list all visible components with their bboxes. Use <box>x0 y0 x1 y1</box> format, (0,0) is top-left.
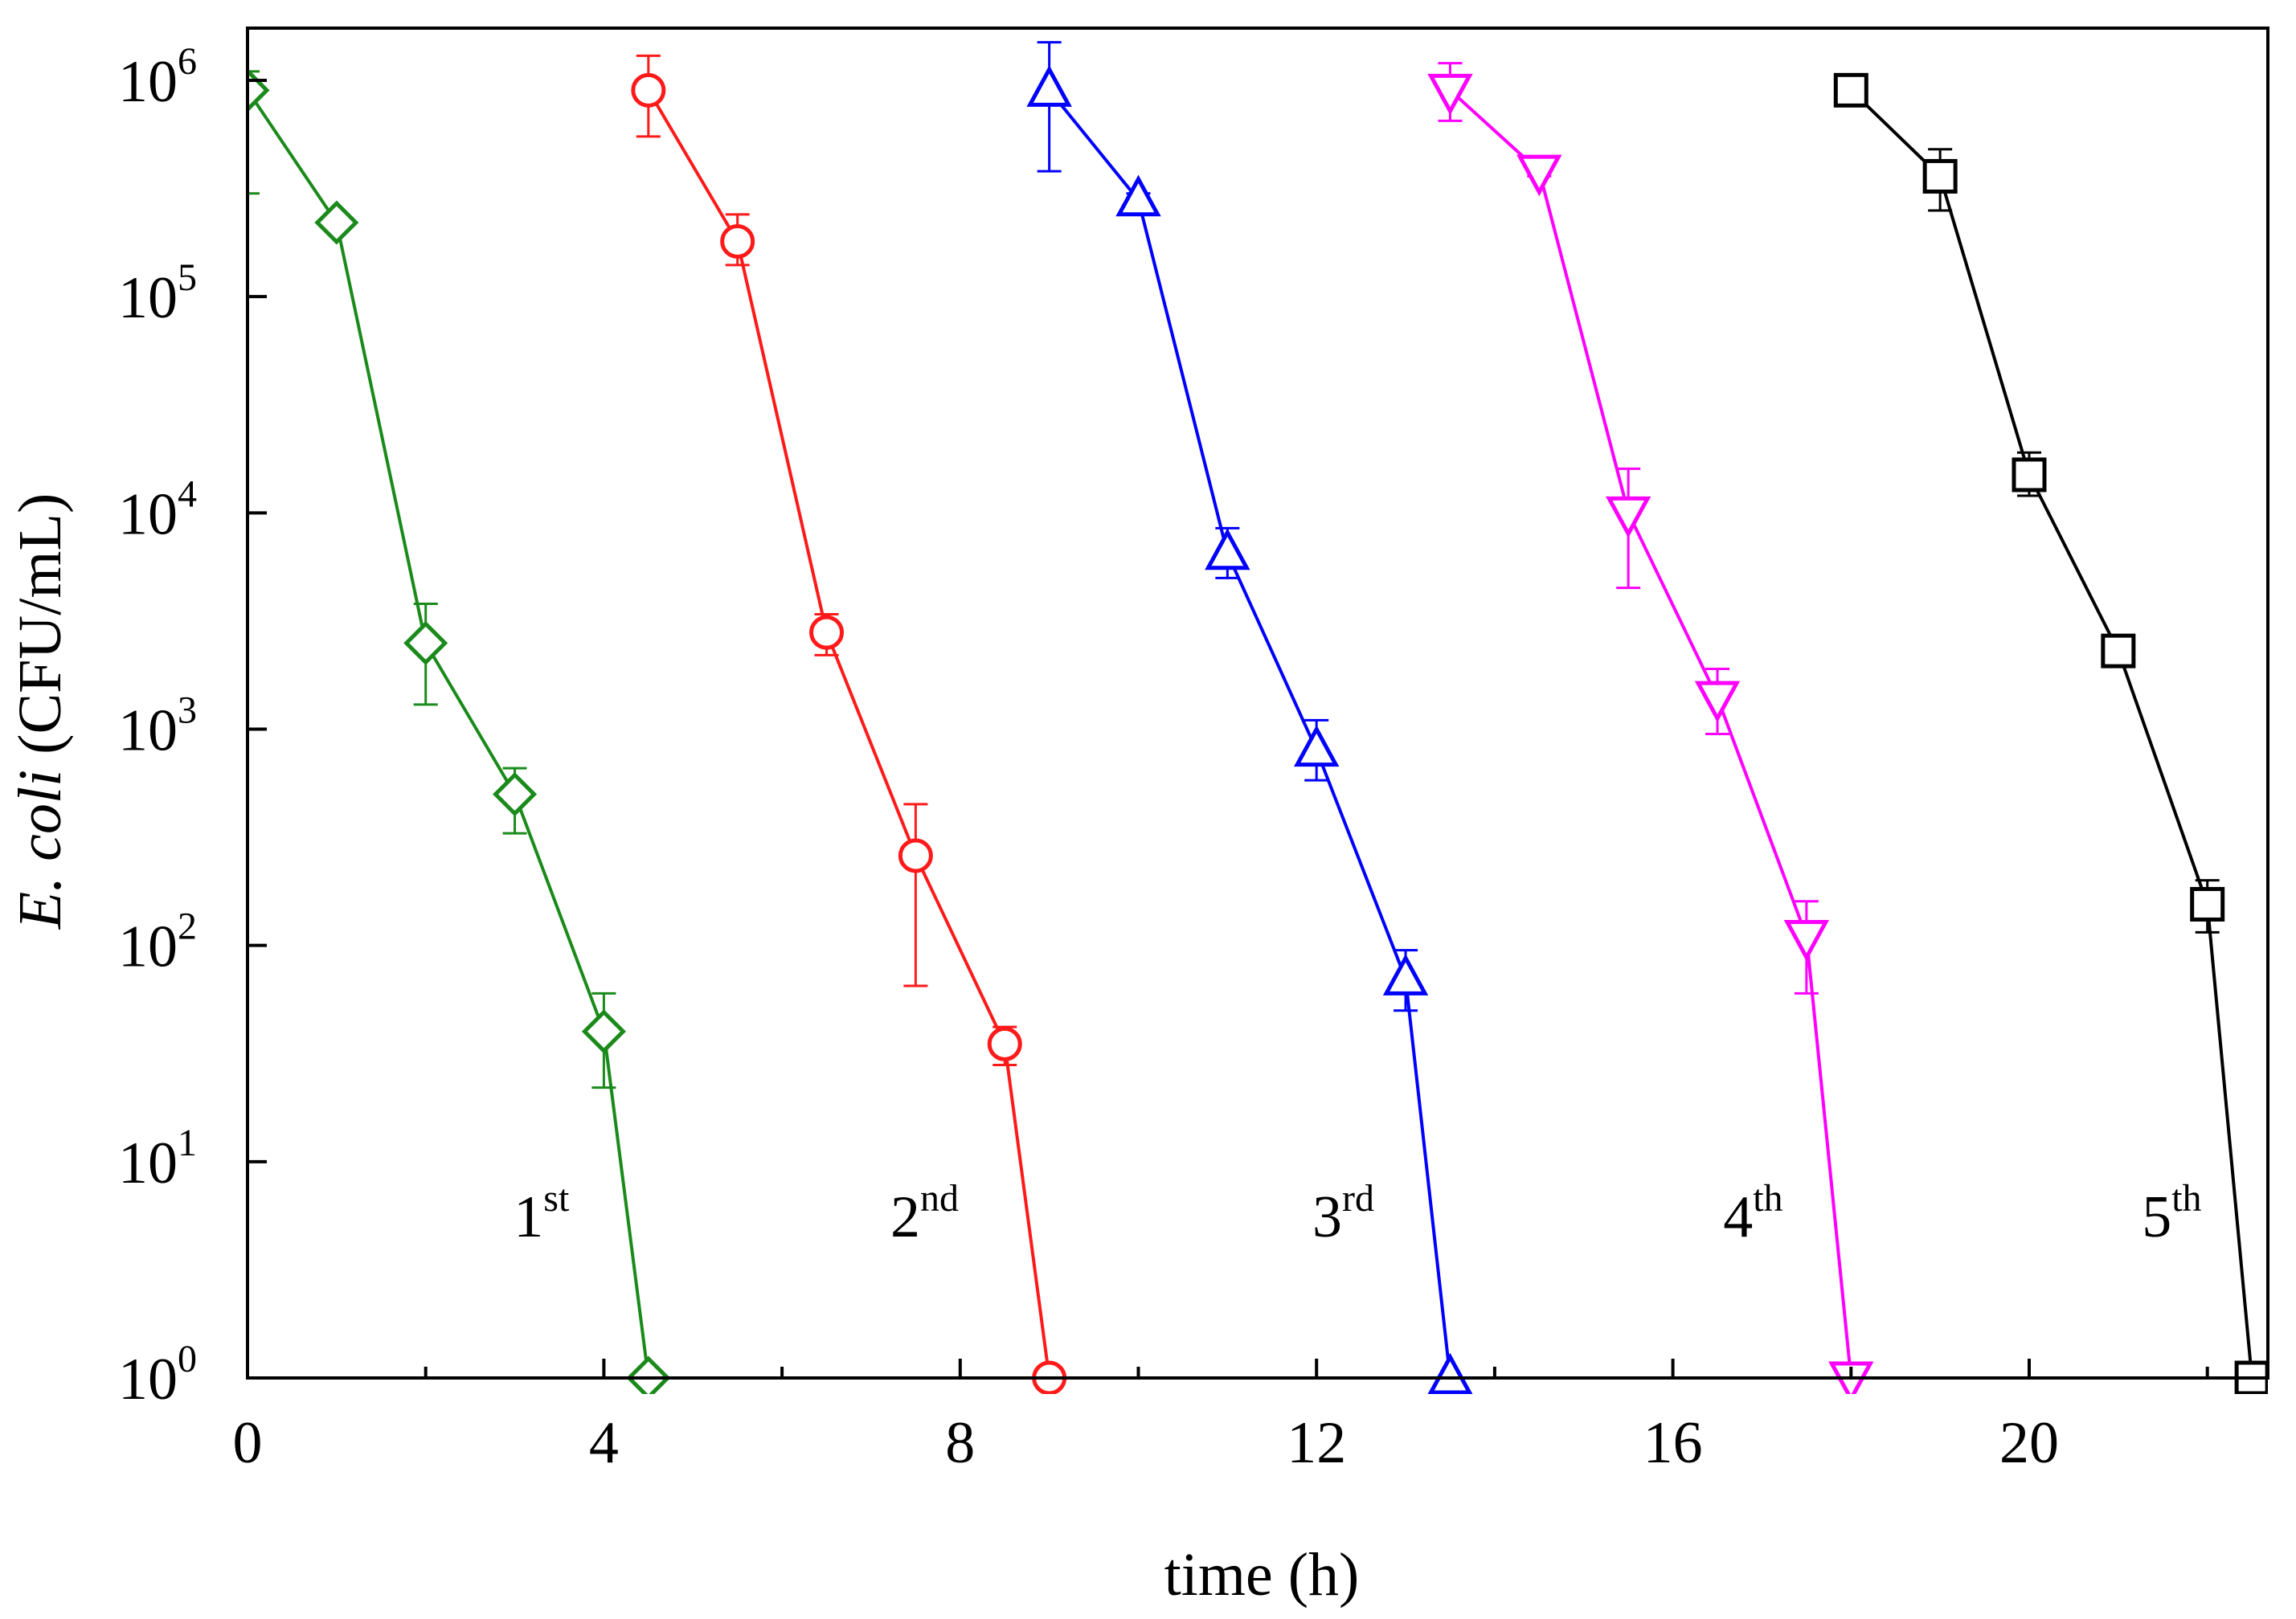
plot-frame <box>246 27 2269 1380</box>
series-line <box>647 89 1051 1379</box>
y-tick-exponent: 5 <box>178 256 197 299</box>
run-label-number: 4 <box>1723 1184 1753 1250</box>
data-point <box>720 223 755 259</box>
x-tick-label: 0 <box>233 1410 263 1476</box>
data-point <box>2101 633 2136 668</box>
data-point <box>898 838 933 873</box>
y-tick-base: 10 <box>118 265 178 331</box>
y-tick-base: 10 <box>118 481 178 547</box>
data-point <box>1427 73 1473 116</box>
x-tick-label: 20 <box>1999 1410 2059 1476</box>
run-label-5th: 5th <box>2142 1177 2201 1250</box>
y-axis-title: E. coli (CFU/mL) <box>6 493 74 930</box>
run-label-suffix: nd <box>920 1177 959 1220</box>
x-tick-label: 12 <box>1287 1410 1346 1476</box>
data-point <box>1694 681 1741 723</box>
y-tick-exponent: 2 <box>178 906 197 948</box>
run-label-2nd: 2nd <box>890 1177 959 1250</box>
data-point <box>1922 158 1958 194</box>
run-label-suffix: th <box>2171 1177 2201 1220</box>
data-point <box>1516 154 1562 197</box>
data-point <box>1115 174 1161 217</box>
run-label-suffix: rd <box>1342 1177 1374 1220</box>
y-tick-label: 100 <box>118 1338 197 1413</box>
data-point <box>1833 72 1868 108</box>
series-5th <box>1833 72 2268 1394</box>
data-point <box>1026 65 1072 107</box>
x-tick-label: 16 <box>1643 1410 1703 1476</box>
y-tick-exponent: 4 <box>178 472 197 515</box>
y-tick-base: 10 <box>118 1347 178 1413</box>
data-marks: 1st 2nd 3rd 4th 5th <box>248 41 2268 1394</box>
y-tick-base: 10 <box>118 49 178 115</box>
data-point <box>493 771 538 817</box>
series-line <box>248 89 650 1379</box>
data-point <box>809 615 845 650</box>
data-point <box>1205 528 1250 570</box>
data-point <box>631 72 666 108</box>
y-tick-label: 103 <box>118 689 197 764</box>
run-label-1st: 1st <box>514 1177 570 1250</box>
run-label-number: 3 <box>1312 1184 1342 1250</box>
run-label-number: 2 <box>890 1184 920 1250</box>
data-point <box>987 1026 1022 1061</box>
y-tick-exponent: 6 <box>178 40 197 83</box>
data-point <box>581 1009 626 1054</box>
data-point <box>1382 954 1429 996</box>
y-tick-exponent: 3 <box>178 689 197 732</box>
y-tick-label: 101 <box>118 1122 197 1196</box>
y-tick-exponent: 0 <box>178 1338 197 1380</box>
y-tick-base: 10 <box>118 914 178 980</box>
data-point <box>1427 1352 1473 1394</box>
x-tick-label: 4 <box>589 1410 619 1476</box>
run-label-3rd: 3rd <box>1312 1177 1374 1250</box>
y-axis-title-italic: E. coli <box>6 770 74 930</box>
data-point <box>1605 496 1651 538</box>
run-label-number: 5 <box>2142 1184 2171 1250</box>
data-point <box>2190 886 2225 922</box>
x-axis-title: time (h) <box>1164 1541 1360 1609</box>
data-point <box>2012 457 2047 493</box>
y-tick-label: 106 <box>118 40 197 115</box>
data-point <box>314 200 359 245</box>
data-point <box>1293 725 1340 767</box>
series-3rd <box>1026 41 1473 1394</box>
y-tick-exponent: 1 <box>178 1122 197 1164</box>
y-tick-label: 104 <box>118 472 197 547</box>
y-tick-base: 10 <box>118 698 178 764</box>
series-2nd <box>631 54 1067 1394</box>
run-label-4th: 4th <box>1723 1177 1782 1250</box>
run-label-number: 1 <box>514 1184 543 1250</box>
series-line <box>1048 89 1452 1379</box>
y-tick-label: 102 <box>118 906 197 980</box>
run-label-suffix: th <box>1753 1177 1782 1220</box>
y-axis-title-rest: (CFU/mL) <box>6 493 74 770</box>
data-point <box>1783 920 1830 962</box>
run-label-suffix: st <box>543 1177 570 1220</box>
y-tick-base: 10 <box>118 1130 178 1196</box>
data-point <box>403 620 448 665</box>
series-4th <box>1427 62 1874 1394</box>
x-tick-label: 8 <box>945 1410 975 1476</box>
y-tick-label: 105 <box>118 256 197 331</box>
